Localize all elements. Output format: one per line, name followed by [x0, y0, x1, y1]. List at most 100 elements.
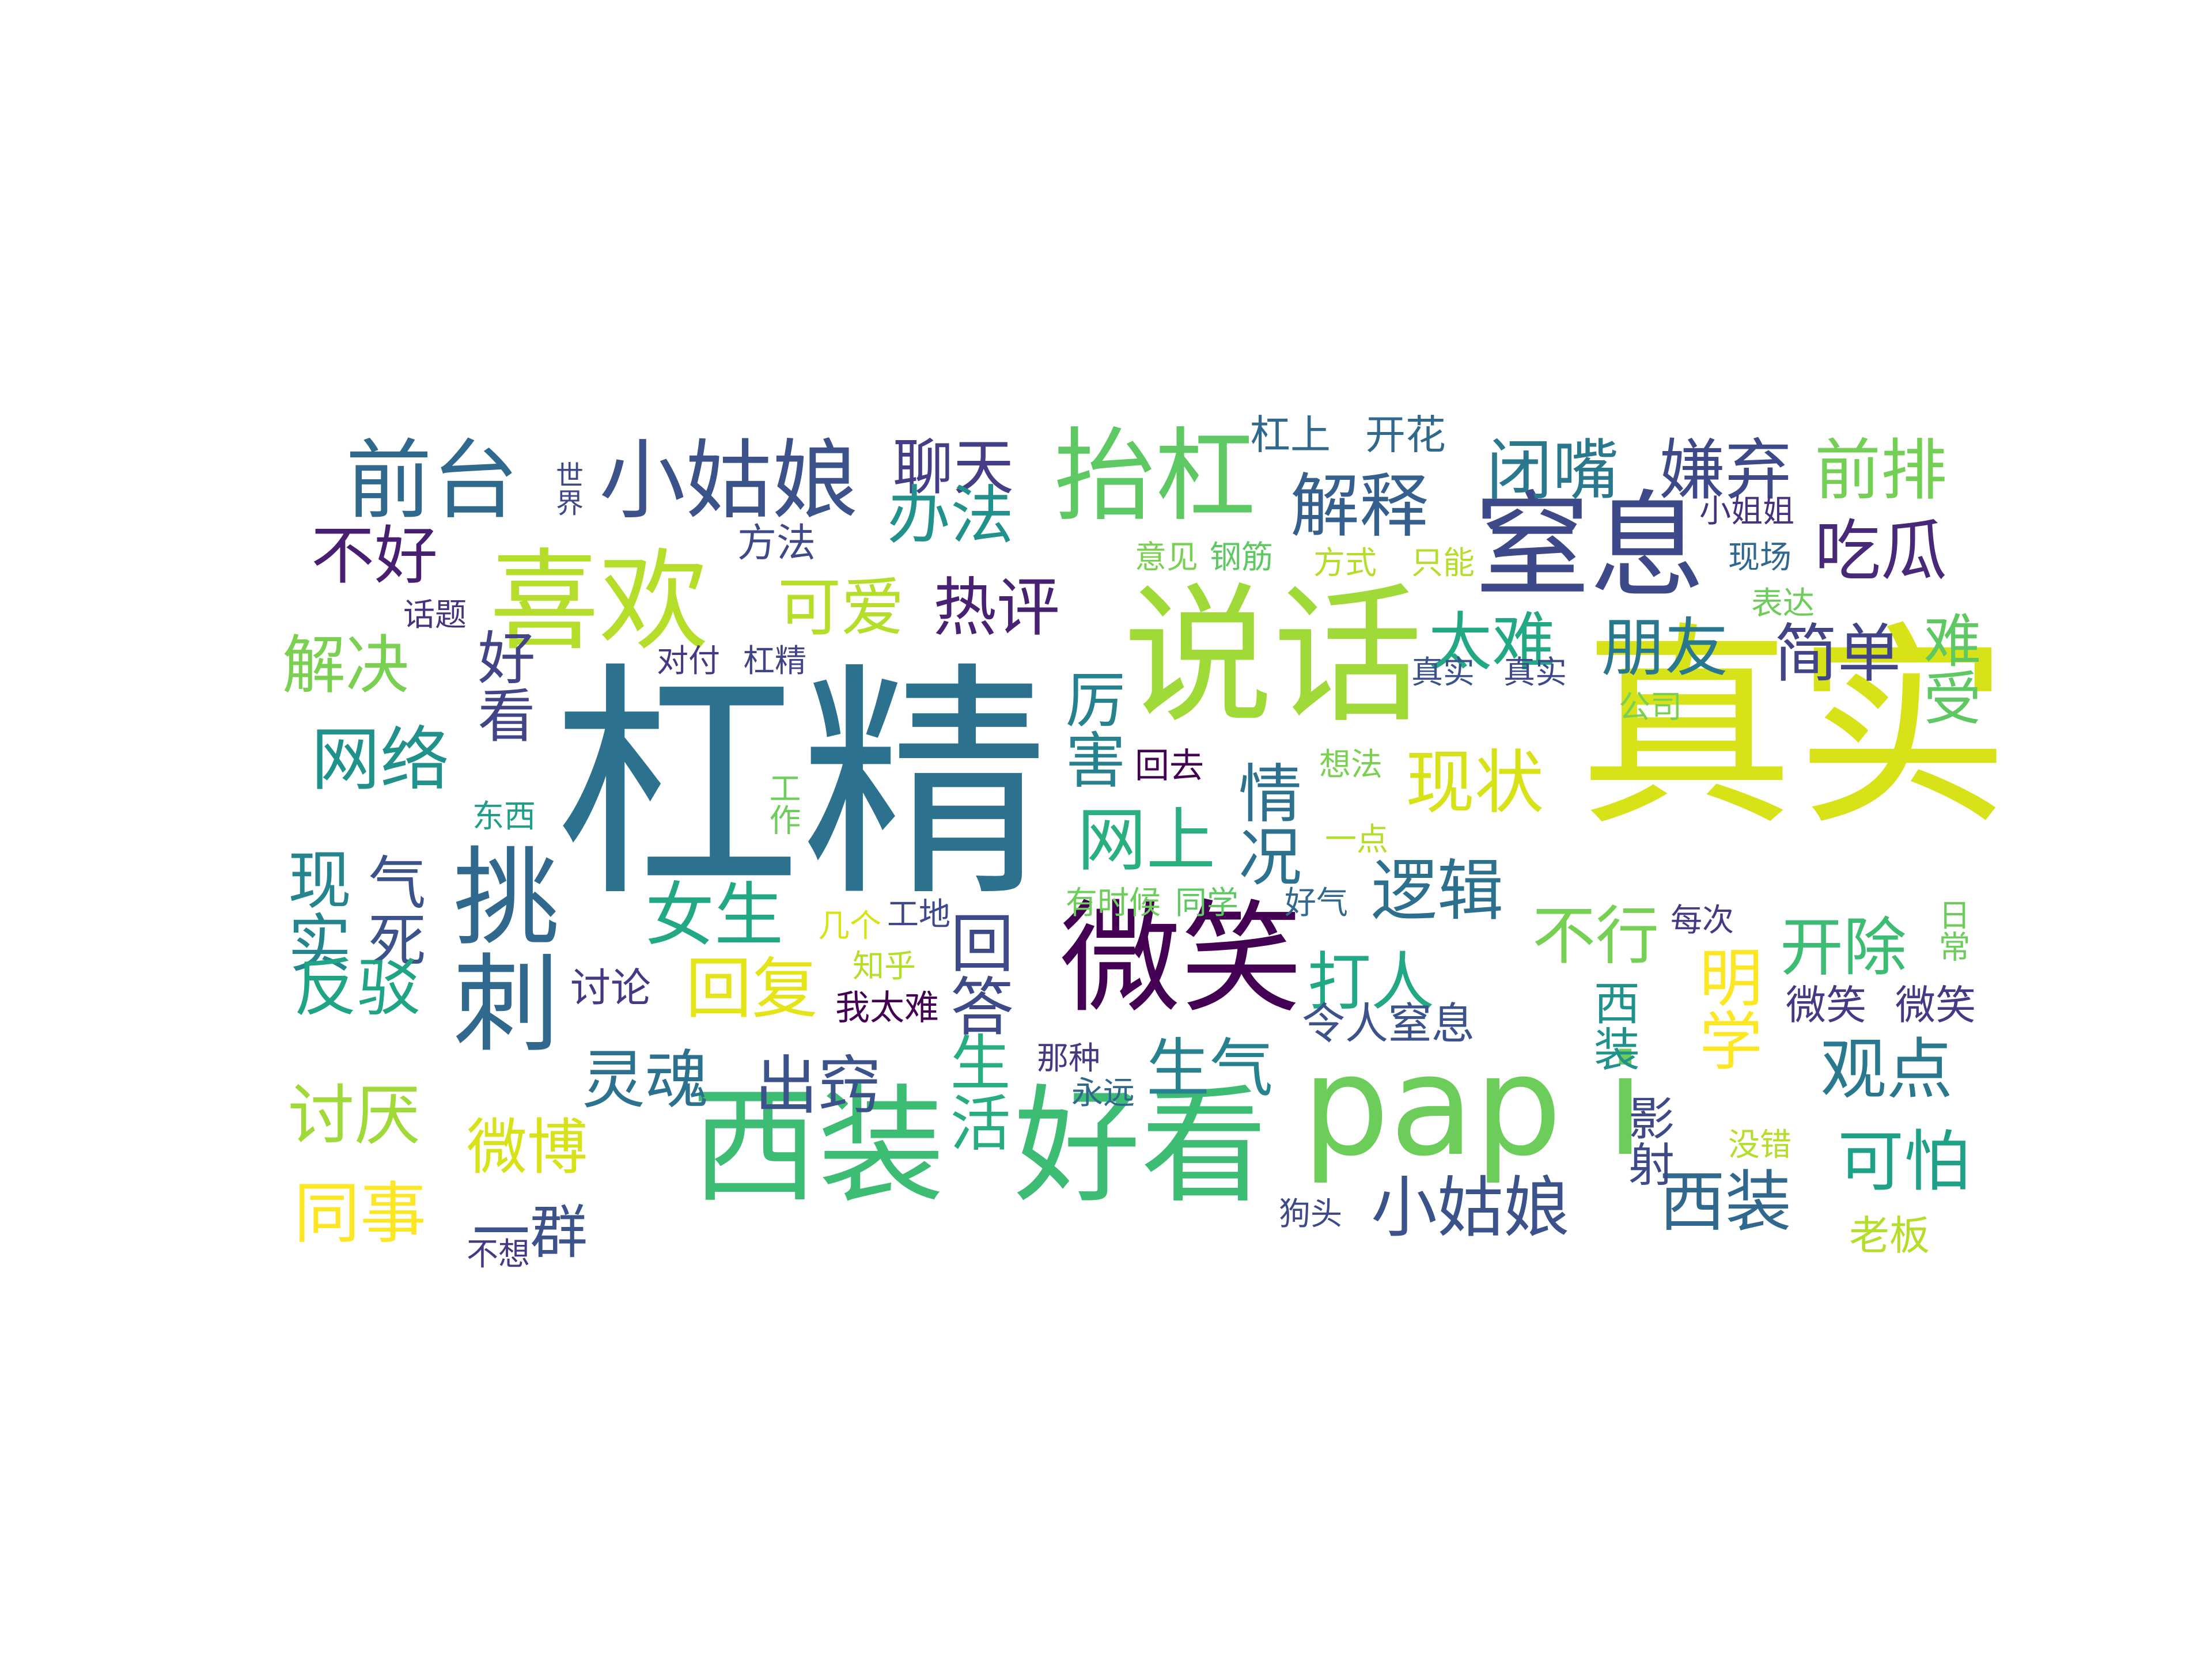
word-60: 世界 — [551, 461, 583, 516]
word-84: 工地 — [887, 896, 951, 933]
word-3: pap i — [1302, 1025, 1645, 1187]
word-29: 网络 — [311, 720, 449, 800]
word-46: 观点 — [1820, 1031, 1953, 1108]
word-93: 那种 — [1037, 1040, 1101, 1077]
word-68: 话题 — [403, 596, 467, 633]
word-62: 小姐姐 — [1699, 493, 1795, 529]
word-25: 简单 — [1774, 617, 1901, 691]
word-14: 办法 — [887, 479, 1014, 552]
word-12: 前台 — [346, 431, 519, 531]
word-67: 现场 — [1728, 539, 1792, 575]
word-6: 微笑 — [1060, 888, 1302, 1029]
word-17: 嫌弃 — [1659, 432, 1792, 509]
word-33: 情况 — [1228, 760, 1301, 887]
word-99: 不想 — [467, 1236, 531, 1272]
word-85: 每次 — [1671, 902, 1734, 938]
word-13: 聊天 — [893, 433, 1014, 503]
word-27: 解决 — [282, 628, 409, 702]
word-8: 喜欢 — [490, 538, 709, 665]
word-1: 真实 — [1578, 604, 2010, 855]
word-42: 明学 — [1688, 945, 1762, 1071]
word-77: 东西 — [472, 798, 536, 835]
word-50: 生气 — [1146, 1032, 1273, 1105]
word-82: 好气 — [1285, 884, 1349, 921]
word-73: 真实 — [1503, 654, 1567, 691]
word-32: 网上 — [1077, 801, 1215, 881]
word-40: 回答 — [940, 910, 1013, 1037]
word-48: 出窍 — [755, 1049, 881, 1123]
word-51: 讨厌 — [288, 1077, 421, 1154]
word-52: 微博 — [467, 1112, 588, 1183]
word-55: 西装 — [1659, 1164, 1792, 1241]
word-21: 可爱 — [778, 571, 904, 645]
word-16: 闭嘴 — [1486, 432, 1619, 509]
word-44: 回复 — [685, 950, 819, 1028]
word-83: 几个 — [818, 907, 882, 944]
word-47: 灵魂 — [582, 1043, 709, 1117]
word-58: 杠上 — [1250, 411, 1331, 459]
word-19: 吃瓜 — [1815, 513, 1948, 590]
word-5: 好看 — [1014, 1073, 1268, 1220]
word-0: 杠精 — [553, 642, 1048, 930]
word-88: 知乎 — [853, 948, 916, 984]
word-41: 打人 — [1308, 945, 1434, 1019]
word-70: 对付 — [657, 642, 721, 679]
word-96: 没错 — [1728, 1126, 1792, 1163]
word-79: 一点 — [1325, 821, 1389, 858]
word-35: 现实 — [277, 847, 351, 974]
word-23: 太难 — [1429, 605, 1555, 679]
word-97: 狗头 — [1279, 1195, 1343, 1232]
word-76: 想法 — [1319, 746, 1383, 783]
word-90: 西装 — [1586, 979, 1640, 1071]
word-24: 朋友 — [1601, 611, 1728, 685]
word-38: 不行 — [1532, 899, 1659, 973]
word-65: 方式 — [1313, 544, 1377, 581]
word-54: 小姑娘 — [1371, 1169, 1570, 1247]
word-26: 难受 — [1914, 611, 1981, 726]
word-71: 杠精 — [743, 642, 807, 679]
word-9: 挑刺 — [435, 841, 559, 1054]
word-80: 有时候 — [1066, 884, 1161, 921]
word-92: 微笑 — [1895, 982, 1976, 1029]
word-7: 窒息 — [1475, 480, 1706, 614]
word-57: 一群 — [472, 1199, 588, 1266]
word-72: 真实 — [1411, 654, 1475, 691]
word-59: 开花 — [1365, 411, 1446, 459]
word-28: 好看 — [468, 628, 535, 743]
word-74: 公司 — [1619, 688, 1683, 725]
word-81: 同学 — [1175, 884, 1239, 921]
word-66: 只能 — [1411, 544, 1475, 581]
word-45: 令人窒息 — [1302, 998, 1475, 1049]
word-10: 抬杠 — [1054, 418, 1256, 535]
word-36: 气死 — [358, 853, 426, 968]
word-63: 意见 — [1135, 539, 1199, 575]
word-31: 现状 — [1406, 743, 1544, 823]
word-43: 反驳 — [294, 951, 421, 1025]
word-89: 我太难 — [835, 988, 939, 1028]
word-69: 表达 — [1751, 585, 1815, 622]
word-2: 说话 — [1123, 570, 1423, 744]
word-39: 开除 — [1780, 911, 1907, 984]
word-34: 逻辑 — [1371, 853, 1504, 930]
word-61: 方法 — [737, 521, 816, 566]
word-15: 解释 — [1290, 467, 1429, 547]
word-64: 钢筋 — [1210, 539, 1274, 575]
word-18: 前排 — [1815, 432, 1948, 509]
word-94: 永远 — [1071, 1074, 1135, 1111]
word-56: 同事 — [294, 1175, 427, 1252]
word-20: 不好 — [311, 519, 438, 593]
word-53: 可怕 — [1838, 1123, 1971, 1200]
word-11: 小姑娘 — [599, 431, 859, 531]
word-49: 生活 — [940, 1031, 1010, 1152]
word-30: 厉害 — [1055, 668, 1126, 789]
word-95: 影射 — [1621, 1094, 1675, 1187]
word-75: 回去 — [1135, 746, 1204, 786]
word-87: 讨论 — [570, 964, 651, 1012]
word-22: 热评 — [933, 571, 1060, 645]
word-98: 老板 — [1849, 1212, 1930, 1259]
word-91: 微笑 — [1786, 982, 1866, 1029]
word-4: 西装 — [691, 1073, 945, 1220]
word-37: 女生 — [645, 876, 783, 956]
word-86: 日常 — [1933, 899, 1970, 962]
